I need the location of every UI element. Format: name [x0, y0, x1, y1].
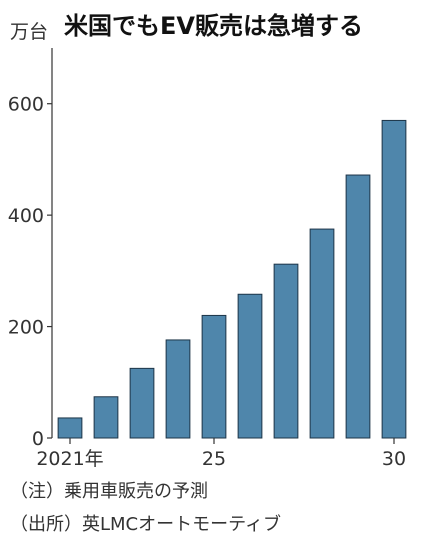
bar-2024: [165, 339, 191, 439]
y-tick-label: 200: [8, 317, 44, 339]
y-tick-label: 600: [8, 94, 44, 116]
bar-2022: [93, 396, 119, 439]
note-forecast: （注）乗用車販売の予測: [10, 481, 208, 502]
unit-label: 万台: [10, 21, 48, 43]
x-tick-label: 30: [382, 448, 406, 470]
bar-2023: [129, 367, 155, 439]
bar-2029: [345, 174, 371, 439]
source-note: （出所）英LMCオートモーティブ: [10, 513, 281, 535]
x-tick-label: 25: [202, 448, 226, 470]
bar-2030: [381, 119, 407, 439]
bar-2028: [309, 228, 335, 439]
bars-group: [57, 119, 407, 439]
y-tick-label: 400: [8, 205, 44, 227]
bar-2025: [201, 314, 227, 439]
chart-title: 米国でもEV販売は急増する: [64, 12, 363, 40]
bar-2026: [237, 293, 263, 439]
bar-2027: [273, 263, 299, 439]
bar-2021: [57, 417, 83, 439]
x-tick-labels: 2021年 25 30: [36, 438, 406, 470]
y-tick-label: 0: [32, 428, 44, 450]
x-tick-label: 2021年: [36, 448, 103, 470]
y-axis: 0 200 400 600: [8, 48, 53, 450]
